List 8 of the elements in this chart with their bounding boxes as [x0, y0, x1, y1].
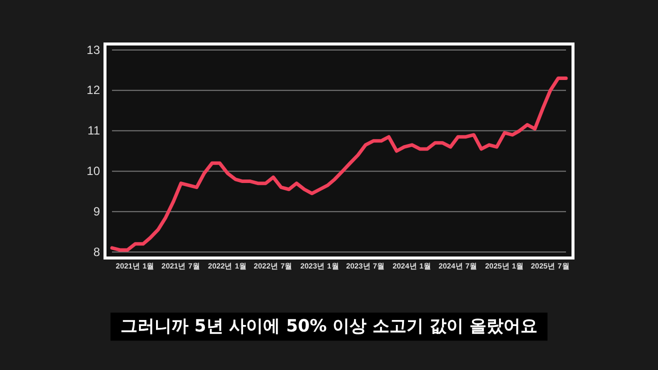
y-tick-label: 11 [88, 124, 100, 138]
line-series [110, 76, 568, 252]
y-tick-label: 9 [93, 204, 100, 218]
y-tick-label: 13 [86, 42, 100, 57]
y-tick-label: 10 [86, 164, 100, 178]
text: 그러니까 5년 사이에 50% 이상 소고기 값이 올랐어요 [120, 316, 538, 337]
y-tick-label: 8 [93, 244, 100, 259]
y-tick-label: 12 [86, 83, 100, 98]
